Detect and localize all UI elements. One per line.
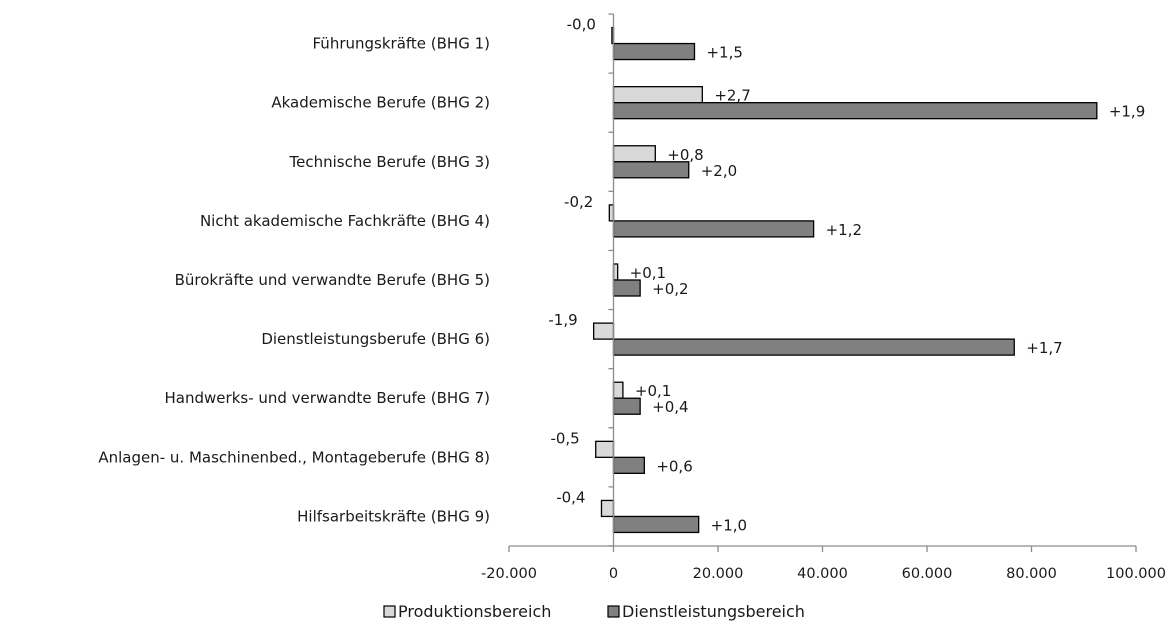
data-label: +1,5 (706, 44, 742, 62)
legend-swatch-produktion (383, 605, 396, 618)
dienstleistung-bar (612, 220, 815, 238)
data-label: -0,5 (550, 429, 579, 447)
category-label: Hilfsarbeitskräfte (BHG 9) (297, 507, 490, 525)
bars-layer (592, 26, 1098, 534)
data-label: +0,1 (635, 382, 671, 400)
category-label: Bürokräfte und verwandte Berufe (BHG 5) (175, 271, 490, 289)
data-label: +0,8 (667, 146, 703, 164)
produktion-bar (612, 381, 624, 399)
data-label: -0,4 (556, 488, 585, 506)
x-tick-label: 20.000 (693, 566, 744, 582)
x-tick-label: 40.000 (797, 566, 848, 582)
category-label: Akademische Berufe (BHG 2) (271, 94, 490, 112)
data-label: +0,4 (652, 398, 688, 416)
x-tick-label: -20.000 (481, 566, 537, 582)
dienstleistung-bar (612, 279, 641, 297)
dienstleistung-bar (612, 338, 1015, 356)
data-label: +0,2 (652, 280, 688, 298)
legend-label-dienstleistung: Dienstleistungsbereich (622, 602, 805, 621)
legend-label-produktion: Produktionsbereich (398, 602, 551, 621)
dienstleistung-bar (612, 515, 700, 534)
dienstleistung-bar (612, 456, 645, 474)
axes-layer: -20.000 0 20.000 40.000 60.000 80.000 100.000 (481, 13, 1166, 582)
legend-swatch-dienstleistung (607, 605, 620, 618)
legend: Produktionsbereich Dienstleistungsbereich (383, 602, 805, 621)
data-label: +1,2 (826, 221, 862, 239)
dienstleistung-bar (612, 42, 696, 61)
data-label: +0,6 (656, 457, 692, 475)
data-label: +1,7 (1026, 339, 1062, 357)
data-label: +1,0 (711, 516, 747, 534)
data-label: -1,9 (548, 311, 577, 329)
produktion-bar (612, 145, 656, 163)
dienstleistung-bar (612, 397, 641, 415)
dienstleistung-bar (612, 161, 690, 179)
data-label: +2,7 (714, 87, 750, 105)
labels-layer: Führungskräfte (BHG 1) Akademische Berufe… (98, 16, 1145, 535)
x-tick-label: 0 (609, 566, 618, 582)
data-label: -0,2 (564, 193, 593, 211)
data-label: -0,0 (567, 16, 596, 34)
dienstleistung-bar (612, 102, 1098, 120)
produktion-bar (592, 322, 615, 340)
data-label: +0,1 (630, 264, 666, 282)
produktion-bar (600, 499, 615, 518)
data-label: +1,9 (1109, 103, 1145, 121)
category-label: Anlagen- u. Maschinenbed., Montageberufe… (98, 448, 490, 466)
category-label: Handwerks- und verwandte Berufe (BHG 7) (165, 389, 490, 407)
category-label: Nicht akademische Fachkräfte (BHG 4) (200, 212, 490, 230)
produktion-bar (612, 86, 703, 104)
data-label: +2,0 (701, 162, 737, 180)
x-tick-label: 80.000 (1006, 566, 1057, 582)
category-label: Technische Berufe (BHG 3) (288, 153, 490, 171)
produktion-bar (595, 440, 615, 458)
x-tick-label: 100.000 (1106, 566, 1166, 582)
category-label: Führungskräfte (BHG 1) (313, 35, 491, 53)
category-label: Dienstleistungsberufe (BHG 6) (261, 330, 490, 348)
x-tick-label: 60.000 (902, 566, 953, 582)
